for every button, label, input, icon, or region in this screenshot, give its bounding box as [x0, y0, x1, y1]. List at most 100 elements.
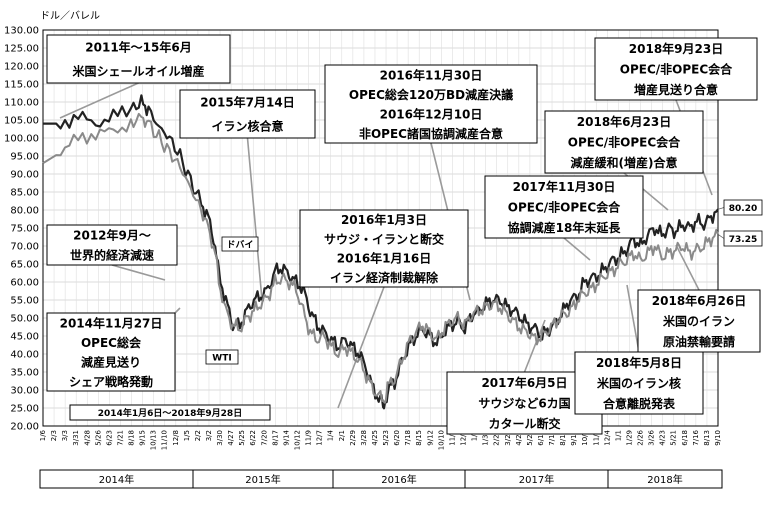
series-name-label: ドバイ	[226, 240, 253, 251]
x-tick-label: 5/22	[526, 430, 534, 446]
annotation-text: 減産緩和(増産)合意	[571, 155, 678, 170]
x-tick-label: 5/21	[670, 430, 678, 446]
annotation-text: 米国のイラン核	[597, 376, 681, 391]
x-tick-label: 5/23	[382, 430, 390, 446]
y-tick-label: 30.00	[10, 386, 39, 397]
annotation-text: 原油禁輸要請	[663, 334, 735, 349]
x-tick-label: 7/16	[692, 429, 700, 445]
x-tick-label: 2/2	[194, 430, 202, 441]
x-tick-label: 5/26	[94, 429, 102, 445]
y-tick-label: 120.00	[4, 62, 39, 73]
plot-frame	[42, 29, 719, 427]
x-tick-label: 9/10	[714, 430, 722, 446]
annotation-text: カタール断交	[488, 416, 560, 431]
period-box: 2014年1月6日～2018年9月28日	[69, 404, 271, 421]
x-tick-label: 12/8	[172, 430, 180, 446]
annotation-leader	[675, 244, 700, 291]
y-tick-label: 90.00	[10, 170, 39, 181]
x-tick-label: 5/25	[238, 430, 246, 446]
annotation-text: 2015年7月14日	[200, 95, 294, 110]
y-tick-label: 105.00	[4, 116, 39, 127]
x-tick-label: 10/10	[437, 430, 445, 450]
annotation-leader	[59, 82, 139, 119]
unit-label: ドル／バレル	[40, 10, 100, 22]
year-label: 2016年	[381, 473, 416, 486]
x-tick-label: 6/19	[537, 430, 545, 446]
annotation-text: イラン経済制裁解除	[330, 270, 439, 285]
annotation-text: 2016年1月3日	[341, 212, 427, 227]
y-tick-label: 35.00	[10, 368, 39, 379]
y-tick-label: 55.00	[10, 296, 39, 307]
annotation-text: 2017年11月30日	[513, 179, 616, 194]
y-tick-label: 80.00	[10, 206, 39, 217]
annotation-text: 米国シェールオイル増産	[72, 64, 204, 79]
x-tick-label: 2/27	[493, 430, 501, 446]
x-tick-label: 6/18	[681, 430, 689, 446]
x-tick-label: 11/9	[305, 430, 313, 446]
x-tick-label: 9/15	[139, 430, 147, 446]
wti-series-line	[42, 112, 719, 404]
annotation-text: 2012年9月～	[73, 228, 151, 243]
x-tick-label: 7/18	[404, 430, 412, 446]
annotation-text: 2011年～15年6月	[85, 40, 191, 55]
year-bands: 2014年 2015年 2016年 2017年 2018年	[39, 469, 723, 489]
y-tick-label: 40.00	[10, 350, 39, 361]
annotation-text: OPEC/非OPEC会合	[620, 62, 733, 77]
x-tick-label: 11/7	[448, 430, 456, 446]
y-tick-label: 100.00	[4, 134, 39, 145]
annotation-text: サウジなど6カ国	[478, 397, 570, 411]
annotation-box: 2012年9月～ 世界的経済減速	[46, 224, 178, 266]
annotation-text: OPEC総会120万BD減産決議	[349, 87, 513, 102]
y-tick-label: 60.00	[10, 278, 39, 289]
annotation-text: 増産見送り合意	[634, 82, 718, 97]
x-tick-label: 10/13	[150, 430, 158, 450]
y-tick-label: 125.00	[4, 44, 39, 55]
y-tick-label: 130.00	[4, 26, 39, 37]
annotation-text: 2018年6月23日	[577, 114, 671, 129]
annotations: 2011年～15年6月米国シェールオイル増産2015年7月14日イラン核合意20…	[46, 34, 761, 435]
y-tick-label: 45.00	[10, 332, 39, 343]
y-tick-label: 20.00	[10, 422, 39, 433]
x-tick-label: 2/26	[637, 429, 645, 445]
x-tick-label: 11/6	[592, 429, 600, 445]
annotation-leader	[563, 237, 591, 261]
series-lines	[42, 94, 719, 410]
x-tick-label: 7/17	[548, 430, 556, 446]
annotation-text: OPEC/非OPEC会合	[568, 135, 681, 150]
x-tick-label: 3/30	[216, 430, 224, 446]
annotation-text: 2016年12月10日	[380, 106, 483, 121]
x-tick-label: 3/27	[504, 430, 512, 446]
x-tick-label: 9/14	[282, 429, 290, 445]
annotation-text: 2017年6月5日	[481, 375, 567, 390]
annotation-text: 2014年11月27日	[60, 315, 163, 330]
x-tick-label: 6/20	[393, 430, 401, 446]
annotation-text: 米国のイラン	[663, 314, 735, 329]
y-tick-label: 110.00	[4, 98, 39, 109]
annotation-leader	[523, 319, 546, 373]
x-tick-label: 12/4	[603, 429, 611, 445]
x-tick-label: 1/2	[471, 430, 479, 441]
year-label: 2018年	[647, 473, 682, 486]
y-tick-label: 50.00	[10, 314, 39, 325]
x-tick-label: 7/21	[116, 430, 124, 446]
x-axis: 1/6 2/3 3/3 3/31 4/28 5/26 6/23 7/21 8/18 9/15 10/…	[39, 429, 722, 450]
x-tick-label: 1/30	[482, 430, 490, 446]
annotation-text: 2018年9月23日	[629, 41, 723, 56]
y-tick-label: 70.00	[10, 242, 39, 253]
annotation-text: 2016年11月30日	[380, 67, 483, 82]
year-label: 2017年	[519, 473, 554, 486]
annotation-text: OPEC総会	[81, 335, 142, 350]
x-tick-label: 4/27	[227, 430, 235, 446]
x-tick-label: 8/18	[128, 430, 136, 446]
x-tick-label: 4/23	[659, 430, 667, 446]
annotation-leader	[174, 307, 181, 314]
annotation-leader	[111, 264, 166, 281]
annotation-text: 合意離脱発表	[603, 396, 676, 411]
x-tick-label: 12/7	[316, 430, 324, 446]
